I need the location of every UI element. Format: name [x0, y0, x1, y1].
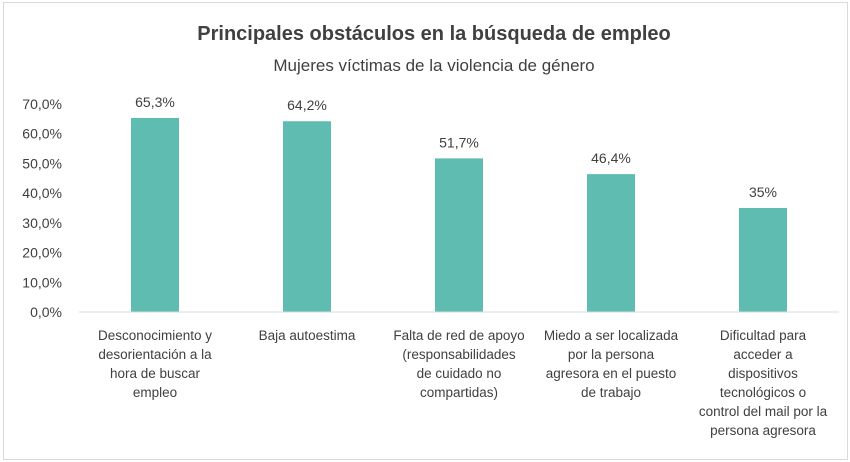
y-tick-label: 70,0% — [22, 96, 62, 112]
data-label: 35% — [749, 184, 777, 200]
bar — [739, 208, 787, 312]
y-tick-label: 40,0% — [22, 185, 62, 201]
bars-group — [131, 117, 787, 312]
x-category-label: Dificultad para acceder a dispositivos tecn… — [699, 328, 828, 438]
bar — [131, 117, 179, 312]
y-tick-label: 50,0% — [22, 155, 62, 171]
y-tick-label: 0,0% — [30, 304, 62, 320]
y-tick-label: 20,0% — [22, 245, 62, 261]
chart-title: Principales obstáculos en la búsqueda de… — [197, 23, 670, 45]
data-label: 46,4% — [591, 150, 631, 166]
y-tick-label: 60,0% — [22, 126, 62, 142]
y-tick-label: 10,0% — [22, 274, 62, 290]
chart-canvas: Principales obstáculos en la búsqueda de… — [22, 23, 839, 438]
chart-subtitle: Mujeres víctimas de la violencia de géne… — [273, 56, 594, 75]
x-category-label: Desconocimiento y desorientación a la hora… — [98, 328, 212, 400]
bar — [283, 121, 331, 312]
bar — [435, 158, 483, 312]
bar — [587, 174, 635, 312]
x-category-label: Miedo a ser localizada por la persona agre… — [544, 328, 679, 400]
chart-frame: Principales obstáculos en la búsqueda de… — [3, 2, 848, 460]
data-labels-group: 65,3% 64,2% 51,7% 46,4% 35% — [135, 94, 777, 200]
y-tick-label: 30,0% — [22, 215, 62, 231]
data-label: 65,3% — [135, 94, 175, 110]
data-label: 51,7% — [439, 134, 479, 150]
y-axis: 0,0% 10,0% 20,0% 30,0% 40,0% 50,0% 60,0% 70,0% — [22, 96, 62, 320]
x-category-label: Falta de red de apoyo (responsabilidades d… — [393, 328, 524, 400]
x-axis: Desconocimiento y desorientación a la hora… — [79, 311, 839, 438]
data-label: 64,2% — [287, 97, 327, 113]
x-category-label: Baja autoestima — [259, 328, 356, 343]
